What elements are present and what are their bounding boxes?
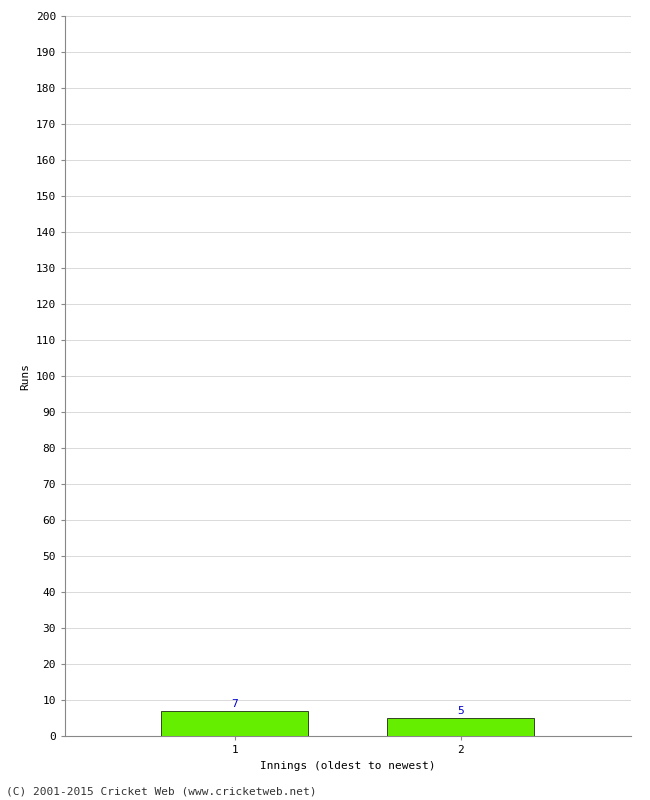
X-axis label: Innings (oldest to newest): Innings (oldest to newest) — [260, 761, 436, 770]
Text: 5: 5 — [458, 706, 464, 716]
Bar — [387, 718, 534, 736]
Text: (C) 2001-2015 Cricket Web (www.cricketweb.net): (C) 2001-2015 Cricket Web (www.cricketwe… — [6, 786, 317, 796]
Text: 7: 7 — [231, 699, 238, 709]
Bar — [161, 711, 308, 736]
Y-axis label: Runs: Runs — [20, 362, 30, 390]
